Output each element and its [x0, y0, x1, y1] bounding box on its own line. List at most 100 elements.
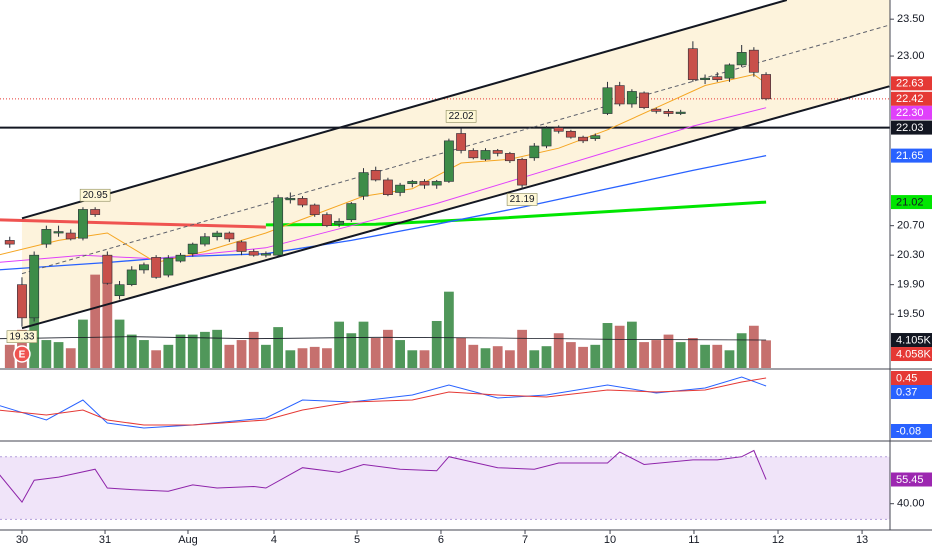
price-label-box — [445, 110, 477, 123]
volume-bar — [627, 321, 637, 368]
volume-bar — [687, 338, 698, 368]
volume-bar — [505, 350, 515, 368]
price-badge-label: -0.08 — [896, 425, 921, 437]
candle-body — [163, 257, 174, 276]
volume-bar — [41, 340, 52, 368]
volume-bar — [383, 329, 393, 368]
price-badge — [891, 424, 932, 438]
candle-body — [41, 229, 52, 245]
volume-bar — [651, 340, 662, 368]
price-badge — [891, 105, 932, 120]
volume-bar — [370, 338, 381, 368]
candle-body — [492, 150, 503, 154]
volume-bar — [566, 342, 576, 368]
candle-body — [565, 130, 576, 138]
volume-bar — [212, 329, 223, 368]
price-label-box — [506, 193, 538, 206]
candle-body — [700, 77, 711, 80]
candle-body — [626, 91, 637, 105]
y-tick-label: 19.50 — [897, 308, 925, 320]
price-badge-label: 22.03 — [896, 122, 924, 134]
volume-bar — [724, 350, 735, 368]
volume-bar — [322, 348, 332, 368]
rsi-band — [0, 456, 890, 520]
foreground-layer: 19.33 20.95 22.02 21.19 E — [0, 0, 890, 503]
volume-bar — [614, 325, 625, 368]
candle-body — [480, 150, 491, 160]
y-tick-label: 23.50 — [897, 13, 925, 25]
x-tick-label: 30 — [16, 534, 28, 546]
candle-body — [151, 257, 162, 278]
volume-bar — [590, 344, 601, 368]
axis-layer: 23.50 23.00 20.70 20.30 19.90 19.50 40.00 30 31 A… — [16, 13, 932, 546]
candle-body — [541, 128, 552, 147]
volume-bar — [736, 333, 747, 368]
candle-body — [370, 170, 381, 181]
volume-bar — [358, 321, 369, 368]
candle-body — [712, 76, 723, 80]
moving-average — [0, 73, 767, 264]
x-tick-label: 10 — [604, 534, 616, 546]
volume-bar — [492, 346, 503, 368]
volume-bar — [456, 338, 466, 368]
candle-body — [65, 232, 76, 240]
candle-body — [651, 108, 662, 112]
x-tick-label: 13 — [856, 534, 868, 546]
candle-body — [224, 232, 235, 240]
volume-bar — [126, 334, 137, 368]
candle-body — [175, 254, 186, 262]
candle-body — [4, 240, 15, 245]
candle-body — [382, 179, 393, 195]
y-tick-label: 20.70 — [897, 220, 925, 232]
price-badge — [891, 91, 932, 106]
price-badge-label: 55.45 — [896, 474, 924, 486]
candle-body — [78, 209, 88, 239]
volume-bar — [675, 342, 686, 368]
price-badge-label: 22.42 — [896, 93, 924, 105]
earnings-label: E — [19, 350, 26, 361]
candle-body — [334, 220, 345, 225]
volume-bar — [78, 319, 88, 368]
price-label-box — [6, 330, 38, 344]
volume-bar — [712, 344, 723, 368]
candle-body — [614, 85, 625, 105]
price-badge-label: 22.30 — [896, 107, 924, 119]
candle-body — [553, 127, 564, 132]
volume-bar — [529, 350, 540, 368]
volume-bar — [517, 329, 527, 368]
price-badge — [891, 347, 932, 362]
volume-bar — [431, 320, 442, 368]
volume-bar — [4, 344, 15, 368]
channel-line — [21, 0, 788, 220]
candle-body — [358, 172, 369, 197]
volume-bar — [468, 344, 479, 368]
price-label: 20.95 — [83, 190, 108, 201]
volume-bar — [163, 344, 174, 368]
volume-bar — [395, 340, 405, 368]
candle-body — [53, 231, 64, 234]
x-tick-label: 5 — [354, 534, 360, 546]
volume-bar — [334, 321, 344, 368]
candle-body — [321, 214, 332, 226]
candle-body — [90, 209, 101, 215]
volume-bar — [541, 346, 552, 368]
volume-bar — [346, 333, 357, 368]
y-tick-label: 19.90 — [897, 279, 925, 291]
price-label-box — [79, 188, 111, 202]
candle-body — [407, 181, 418, 184]
volume-bar — [444, 291, 454, 368]
candle-body — [102, 254, 113, 284]
volume-bar — [700, 344, 710, 368]
price-badge — [891, 472, 932, 487]
price-badge-label: 22.63 — [896, 78, 924, 90]
candle-body — [419, 181, 430, 186]
price-badge — [891, 120, 932, 135]
candle-body — [639, 92, 650, 108]
moving-average — [0, 107, 767, 263]
candle-body — [578, 136, 589, 142]
x-tick-label: 4 — [271, 534, 277, 546]
candle-body — [236, 241, 247, 252]
volume-bar — [53, 342, 64, 368]
price-badge — [891, 371, 932, 385]
x-tick-label: 31 — [99, 534, 111, 546]
